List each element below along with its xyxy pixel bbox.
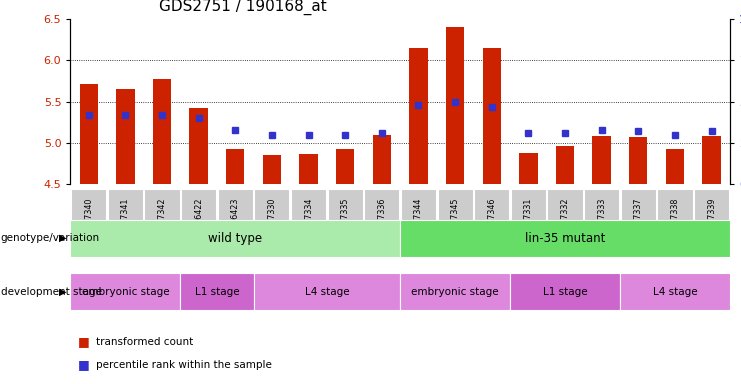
Text: GSM147334: GSM147334 — [304, 198, 313, 246]
Bar — [190, 108, 207, 184]
Bar — [299, 154, 318, 184]
Text: GDS2751 / 190168_at: GDS2751 / 190168_at — [159, 0, 327, 15]
Bar — [437, 189, 473, 255]
Text: GSM146423: GSM146423 — [230, 198, 240, 246]
Text: GSM147335: GSM147335 — [341, 197, 350, 246]
Text: GSM147336: GSM147336 — [377, 198, 386, 246]
Text: ■: ■ — [78, 335, 90, 348]
Bar — [584, 189, 619, 255]
Text: development stage: development stage — [1, 287, 102, 297]
Bar — [263, 156, 281, 184]
Bar — [144, 189, 179, 255]
Text: GSM147341: GSM147341 — [121, 198, 130, 246]
Text: GSM147332: GSM147332 — [560, 197, 570, 246]
Text: GSM147340: GSM147340 — [84, 198, 93, 246]
Bar — [181, 189, 216, 255]
Bar — [70, 273, 180, 310]
Text: L4 stage: L4 stage — [305, 287, 349, 297]
Bar — [694, 189, 729, 255]
Text: GSM147337: GSM147337 — [634, 197, 642, 246]
Bar — [519, 153, 537, 184]
Bar — [593, 136, 611, 184]
Bar — [556, 146, 574, 184]
Bar — [70, 220, 400, 257]
Bar — [621, 189, 656, 255]
Bar — [511, 189, 546, 255]
Bar — [482, 48, 501, 184]
Bar — [153, 79, 171, 184]
Text: GSM147338: GSM147338 — [671, 198, 679, 246]
Bar — [116, 89, 135, 184]
Bar — [400, 220, 730, 257]
Bar — [218, 189, 253, 255]
Bar — [107, 189, 143, 255]
Bar — [328, 189, 363, 255]
Text: GSM147345: GSM147345 — [451, 197, 459, 246]
Bar — [336, 149, 354, 184]
Text: GSM147346: GSM147346 — [488, 198, 496, 246]
Bar — [373, 135, 391, 184]
Bar — [548, 189, 582, 255]
Text: L1 stage: L1 stage — [195, 287, 239, 297]
Text: lin-35 mutant: lin-35 mutant — [525, 232, 605, 245]
Bar — [629, 137, 648, 184]
Text: ■: ■ — [78, 358, 90, 371]
Text: embryonic stage: embryonic stage — [82, 287, 169, 297]
Text: GSM147339: GSM147339 — [707, 197, 716, 246]
Text: GSM147344: GSM147344 — [414, 198, 423, 246]
Text: GSM147342: GSM147342 — [158, 197, 167, 246]
Text: L1 stage: L1 stage — [542, 287, 588, 297]
Text: ▶: ▶ — [59, 233, 67, 243]
Bar — [253, 273, 400, 310]
Bar — [620, 273, 730, 310]
Text: GSM147331: GSM147331 — [524, 198, 533, 246]
Bar — [446, 28, 465, 184]
Bar — [409, 48, 428, 184]
Bar — [365, 189, 399, 255]
Bar — [665, 149, 684, 184]
Bar — [401, 189, 436, 255]
Bar — [657, 189, 693, 255]
Text: GSM147333: GSM147333 — [597, 198, 606, 246]
Text: wild type: wild type — [208, 232, 262, 245]
Bar — [226, 149, 245, 184]
Bar — [71, 189, 106, 255]
Text: ▶: ▶ — [59, 287, 67, 297]
Text: percentile rank within the sample: percentile rank within the sample — [96, 360, 272, 370]
Bar — [400, 273, 510, 310]
Bar — [474, 189, 509, 255]
Text: L4 stage: L4 stage — [653, 287, 697, 297]
Bar — [79, 84, 98, 184]
Text: transformed count: transformed count — [96, 337, 193, 347]
Bar — [254, 189, 290, 255]
Text: GSM147330: GSM147330 — [268, 198, 276, 246]
Bar — [510, 273, 620, 310]
Text: genotype/variation: genotype/variation — [1, 233, 100, 243]
Bar — [180, 273, 253, 310]
Bar — [291, 189, 326, 255]
Bar — [702, 136, 721, 184]
Text: embryonic stage: embryonic stage — [411, 287, 499, 297]
Text: GSM146422: GSM146422 — [194, 197, 203, 246]
